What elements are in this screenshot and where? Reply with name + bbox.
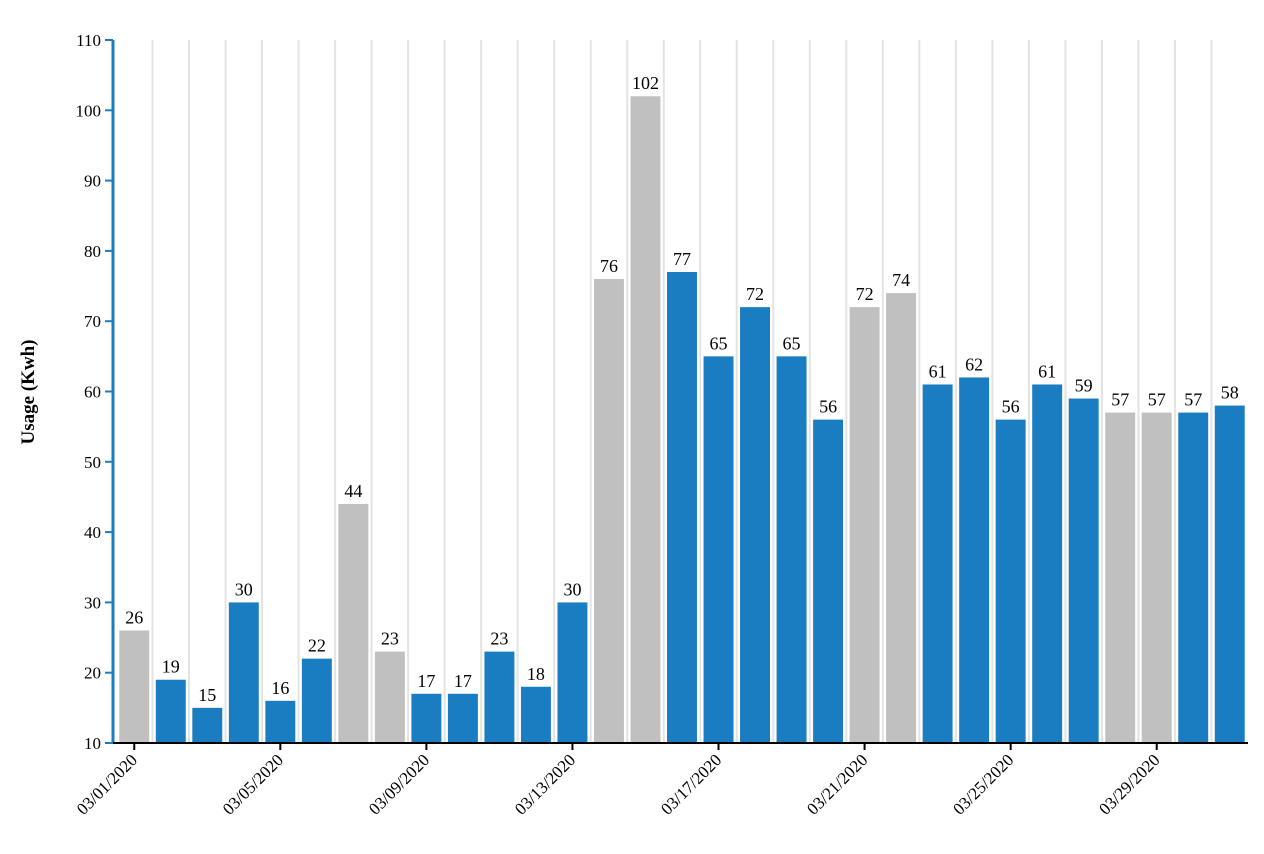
bar-03-31-2020[interactable] bbox=[1214, 405, 1245, 743]
bar-value-label: 15 bbox=[198, 685, 216, 705]
bar-03-30-2020[interactable] bbox=[1178, 412, 1209, 743]
x-tick-label: 03/09/2020 bbox=[365, 750, 433, 818]
bar-value-label: 57 bbox=[1148, 390, 1166, 410]
y-tick-label: 30 bbox=[84, 593, 101, 612]
bar-value-label: 44 bbox=[344, 481, 362, 501]
bar-03-16-2020[interactable] bbox=[667, 271, 697, 743]
x-tick-label: 03/29/2020 bbox=[1095, 750, 1163, 818]
bar-value-label: 23 bbox=[490, 629, 508, 649]
bar-03-06-2020[interactable] bbox=[301, 658, 332, 743]
bar-03-22-2020[interactable] bbox=[886, 293, 917, 743]
bar-03-21-2020[interactable] bbox=[849, 307, 880, 743]
y-tick-label: 60 bbox=[84, 383, 101, 402]
y-tick-label: 100 bbox=[76, 101, 102, 120]
bar-value-label: 56 bbox=[819, 397, 837, 417]
y-axis-title: Usage (Kwh) bbox=[18, 339, 39, 444]
bar-03-17-2020[interactable] bbox=[703, 356, 734, 743]
bar-03-12-2020[interactable] bbox=[520, 686, 551, 743]
bar-value-label: 17 bbox=[454, 671, 472, 691]
x-tick-label: 03/01/2020 bbox=[73, 750, 141, 818]
y-tick-label: 80 bbox=[84, 242, 101, 261]
y-tick-label: 50 bbox=[84, 453, 101, 472]
bar-03-25-2020[interactable] bbox=[995, 419, 1026, 743]
bar-value-label: 26 bbox=[125, 608, 143, 628]
x-tick-label: 03/25/2020 bbox=[949, 750, 1017, 818]
bars bbox=[119, 96, 1245, 744]
y-axis: 10 20 30 40 50 60 70 80 90 100 110 bbox=[76, 31, 115, 753]
bar-03-11-2020[interactable] bbox=[484, 651, 515, 743]
bar-03-01-2020[interactable] bbox=[119, 630, 150, 743]
bar-03-14-2020[interactable] bbox=[593, 279, 624, 743]
bar-value-label: 74 bbox=[892, 270, 910, 290]
y-tick-label: 10 bbox=[84, 734, 101, 753]
bar-value-label: 58 bbox=[1221, 383, 1239, 403]
bar-value-label: 102 bbox=[632, 73, 659, 93]
x-axis: 03/01/2020 03/05/2020 03/09/2020 03/13/2020… bbox=[73, 742, 1248, 819]
y-tick-label: 110 bbox=[76, 31, 101, 50]
bar-03-10-2020[interactable] bbox=[447, 693, 478, 743]
x-tick-label: 03/21/2020 bbox=[803, 750, 871, 818]
bar-03-07-2020[interactable] bbox=[338, 503, 369, 743]
bar-value-labels: 26 19 15 30 16 22 44 23 17 17 23 18 30 76 102 77 65 72 65 5… bbox=[125, 73, 1238, 705]
x-tick-label: 03/13/2020 bbox=[511, 750, 579, 818]
x-tick-label: 03/05/2020 bbox=[219, 750, 287, 818]
bar-value-label: 16 bbox=[271, 678, 289, 698]
bar-value-label: 76 bbox=[600, 256, 618, 276]
bar-value-label: 62 bbox=[965, 354, 983, 374]
bar-03-27-2020[interactable] bbox=[1068, 398, 1099, 743]
bar-value-label: 30 bbox=[563, 579, 581, 599]
bar-03-13-2020[interactable] bbox=[557, 602, 588, 743]
bar-03-05-2020[interactable] bbox=[265, 700, 296, 743]
bar-03-02-2020[interactable] bbox=[155, 679, 186, 743]
bar-value-label: 65 bbox=[710, 333, 728, 353]
bar-value-label: 65 bbox=[783, 333, 801, 353]
bar-value-label: 56 bbox=[1002, 397, 1020, 417]
bar-value-label: 23 bbox=[381, 629, 399, 649]
bar-value-label: 57 bbox=[1111, 390, 1129, 410]
bar-value-label: 30 bbox=[235, 579, 253, 599]
vertical-gridlines bbox=[151, 40, 1213, 743]
bar-03-18-2020[interactable] bbox=[740, 307, 771, 743]
y-tick-label: 40 bbox=[84, 523, 101, 542]
bar-03-08-2020[interactable] bbox=[374, 651, 405, 743]
bar-value-label: 57 bbox=[1184, 390, 1202, 410]
bar-value-label: 19 bbox=[162, 657, 180, 677]
bar-03-19-2020[interactable] bbox=[776, 356, 807, 743]
y-tick-label: 90 bbox=[84, 172, 101, 191]
bar-03-15-2020[interactable] bbox=[630, 96, 661, 744]
bar-value-label: 72 bbox=[746, 284, 764, 304]
bar-03-24-2020[interactable] bbox=[959, 377, 990, 743]
bar-03-09-2020[interactable] bbox=[411, 693, 442, 743]
bar-value-label: 61 bbox=[1038, 361, 1056, 381]
bar-03-29-2020[interactable] bbox=[1141, 412, 1172, 743]
bar-value-label: 61 bbox=[929, 361, 947, 381]
bar-03-03-2020[interactable] bbox=[192, 707, 223, 743]
bar-value-label: 22 bbox=[308, 636, 326, 656]
bar-03-23-2020[interactable] bbox=[922, 384, 953, 743]
x-tick-label: 03/17/2020 bbox=[657, 750, 725, 818]
bar-03-04-2020[interactable] bbox=[228, 602, 259, 743]
y-tick-label: 20 bbox=[84, 664, 101, 683]
bar-value-label: 77 bbox=[673, 249, 691, 269]
bar-03-28-2020[interactable] bbox=[1105, 412, 1136, 743]
bar-value-label: 17 bbox=[417, 671, 435, 691]
bar-value-label: 59 bbox=[1075, 376, 1093, 396]
y-tick-label: 70 bbox=[84, 312, 101, 331]
bar-03-26-2020[interactable] bbox=[1032, 384, 1063, 743]
bar-value-label: 72 bbox=[856, 284, 874, 304]
bar-03-20-2020[interactable] bbox=[813, 419, 844, 743]
bar-value-label: 18 bbox=[527, 664, 545, 684]
